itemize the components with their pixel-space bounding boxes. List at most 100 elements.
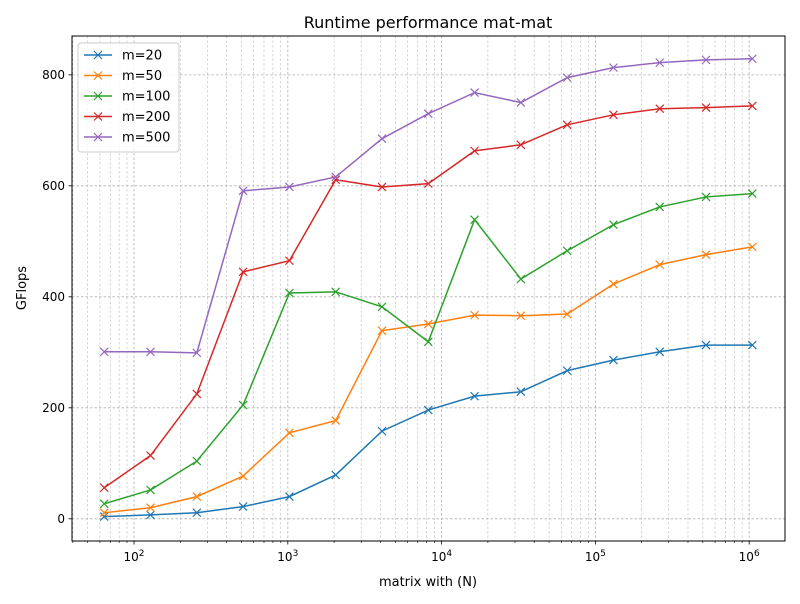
data-point-marker <box>423 179 433 189</box>
series-m=20 <box>99 340 757 522</box>
data-point-marker <box>516 311 526 321</box>
plot-frame <box>71 35 786 542</box>
data-point-marker <box>701 55 711 65</box>
legend-marker <box>93 112 103 121</box>
data-point-marker <box>238 186 248 196</box>
data-point-marker <box>562 366 572 376</box>
data-point-marker <box>562 246 572 256</box>
y-tick-label: 400 <box>42 290 65 304</box>
data-point-marker <box>423 405 433 415</box>
data-point-marker <box>655 58 665 68</box>
data-point-marker <box>516 387 526 397</box>
data-point-marker <box>609 279 618 289</box>
data-point-marker <box>238 502 248 512</box>
data-point-marker <box>423 337 433 347</box>
x-tick-label: 103 <box>277 549 298 564</box>
data-point-marker <box>238 471 248 481</box>
y-axis-label: GFlops <box>15 266 30 310</box>
data-point-marker <box>377 302 387 312</box>
data-point-marker <box>331 416 341 426</box>
legend-label: m=200 <box>122 110 170 125</box>
data-point-marker <box>747 189 757 199</box>
y-tick-label: 600 <box>42 179 65 193</box>
data-point-marker <box>423 109 433 119</box>
legend-label: m=20 <box>122 49 162 64</box>
data-point-marker <box>331 172 341 182</box>
legend: m=20 m=50 m=100 m=200 m=500 <box>77 42 180 153</box>
legend-marker <box>93 71 103 80</box>
x-tick-label: 102 <box>124 549 145 564</box>
data-point-marker <box>99 512 109 522</box>
legend-marker <box>93 50 103 60</box>
series-line <box>104 58 753 354</box>
data-point-marker <box>192 348 202 358</box>
data-point-marker <box>516 140 526 150</box>
legend-marker <box>93 91 103 101</box>
data-point-marker <box>146 347 155 357</box>
data-point-marker <box>99 508 109 518</box>
data-point-marker <box>377 134 387 144</box>
data-point-marker <box>562 120 572 130</box>
data-point-marker <box>99 347 109 357</box>
data-point-marker <box>146 510 155 520</box>
data-point-marker <box>562 73 572 83</box>
data-point-marker <box>238 267 248 277</box>
legend-label: m=50 <box>122 69 162 84</box>
data-point-marker <box>655 104 665 114</box>
data-point-marker <box>655 347 665 357</box>
x-tick-label: 106 <box>739 549 760 564</box>
data-point-marker <box>470 215 480 225</box>
data-point-marker <box>284 492 294 502</box>
data-point-marker <box>238 400 248 410</box>
data-point-marker <box>516 98 526 108</box>
series-m=50 <box>99 242 757 518</box>
data-point-marker <box>701 103 711 113</box>
data-point-marker <box>284 256 294 266</box>
series-group <box>99 54 757 522</box>
series-m=100 <box>99 189 757 509</box>
data-point-marker <box>701 192 711 202</box>
series-line <box>104 344 753 518</box>
data-point-marker <box>701 340 711 350</box>
data-point-marker <box>99 483 109 493</box>
data-point-marker <box>377 326 387 336</box>
data-point-marker <box>192 456 202 466</box>
legend-label: m=100 <box>122 90 170 105</box>
data-point-marker <box>701 250 711 260</box>
y-tick-label: 0 <box>57 512 65 526</box>
data-point-marker <box>146 451 155 460</box>
series-m=500 <box>99 54 757 358</box>
data-point-marker <box>747 101 757 111</box>
x-tick-label: 105 <box>585 549 606 564</box>
data-point-marker <box>99 499 109 509</box>
data-point-marker <box>747 340 757 350</box>
data-point-marker <box>423 319 433 329</box>
data-point-marker <box>331 287 341 297</box>
data-point-marker <box>470 310 480 320</box>
data-point-marker <box>377 426 387 436</box>
data-point-marker <box>470 146 480 156</box>
data-point-marker <box>655 202 665 212</box>
data-point-marker <box>747 54 757 64</box>
grid <box>72 36 785 541</box>
data-point-marker <box>284 428 294 438</box>
data-point-marker <box>609 110 618 120</box>
data-point-marker <box>192 508 202 518</box>
y-tick-label: 800 <box>42 68 65 82</box>
data-point-marker <box>284 288 294 298</box>
data-point-marker <box>377 182 387 192</box>
legend-box <box>77 42 180 153</box>
data-point-marker <box>562 309 572 319</box>
data-point-marker <box>609 220 618 230</box>
y-tick-label: 200 <box>42 401 65 415</box>
data-point-marker <box>470 88 480 98</box>
chart-title: Runtime performance mat-mat <box>304 13 553 32</box>
data-point-marker <box>470 391 480 401</box>
data-point-marker <box>747 242 757 252</box>
legend-label: m=500 <box>122 131 170 146</box>
data-point-marker <box>609 63 618 73</box>
legend-marker <box>93 132 103 142</box>
data-point-marker <box>331 470 341 480</box>
data-point-marker <box>146 485 155 495</box>
